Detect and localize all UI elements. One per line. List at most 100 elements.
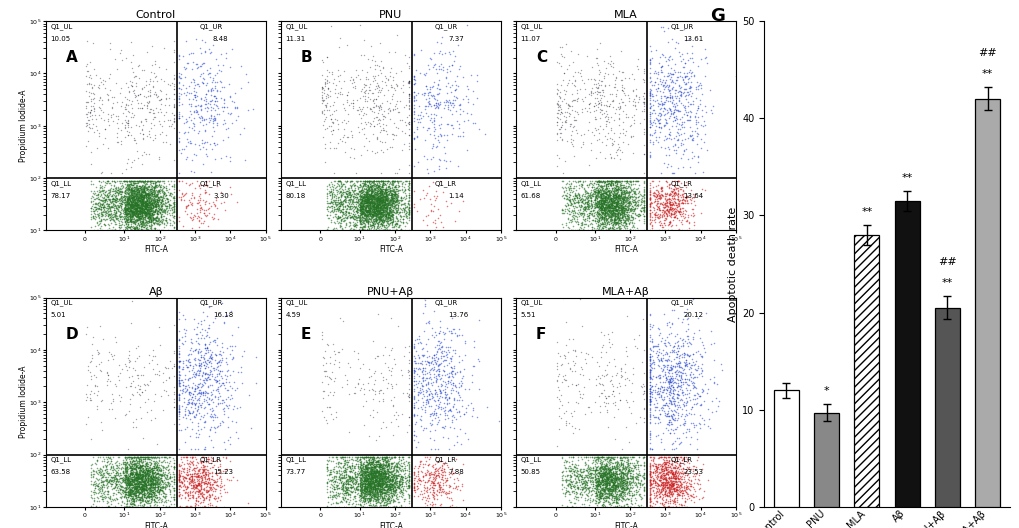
Point bbox=[636, 65, 652, 73]
Point bbox=[636, 185, 652, 194]
Point bbox=[437, 392, 453, 401]
Point bbox=[589, 479, 605, 488]
Point bbox=[175, 398, 192, 406]
Point bbox=[572, 202, 588, 211]
Point bbox=[165, 37, 181, 45]
Point bbox=[111, 361, 127, 370]
Point bbox=[587, 210, 603, 218]
Point bbox=[641, 374, 657, 382]
Point bbox=[371, 477, 387, 486]
Point bbox=[356, 465, 372, 474]
Point bbox=[141, 212, 157, 221]
Point bbox=[390, 453, 407, 461]
Point bbox=[370, 207, 386, 215]
Point bbox=[654, 474, 671, 483]
Point bbox=[603, 204, 620, 212]
Point bbox=[139, 480, 155, 489]
Point bbox=[606, 180, 623, 188]
Point bbox=[601, 99, 618, 108]
Point bbox=[610, 114, 627, 122]
Point bbox=[590, 491, 606, 499]
Point bbox=[677, 206, 693, 214]
Point bbox=[606, 467, 623, 475]
Point bbox=[432, 345, 448, 353]
Point bbox=[665, 486, 682, 494]
Point bbox=[589, 176, 605, 185]
Point bbox=[377, 187, 393, 196]
Point bbox=[359, 188, 375, 197]
Point bbox=[209, 86, 225, 94]
Point bbox=[133, 485, 150, 493]
Point bbox=[139, 200, 155, 209]
Point bbox=[316, 110, 332, 118]
Point bbox=[588, 188, 604, 196]
Point bbox=[658, 491, 675, 499]
Point bbox=[669, 347, 686, 355]
Point bbox=[666, 465, 683, 474]
Point bbox=[147, 214, 163, 223]
Point bbox=[597, 196, 613, 204]
Point bbox=[619, 455, 635, 464]
Point bbox=[120, 493, 137, 502]
Point bbox=[143, 202, 159, 211]
Point bbox=[353, 489, 369, 498]
Point bbox=[414, 367, 430, 376]
Point bbox=[84, 340, 100, 348]
Point bbox=[389, 422, 406, 431]
Point bbox=[427, 143, 443, 151]
Point bbox=[656, 131, 673, 140]
Point bbox=[583, 468, 599, 477]
Point bbox=[173, 188, 190, 197]
Point bbox=[573, 195, 589, 203]
Point bbox=[565, 361, 581, 369]
Point bbox=[126, 487, 143, 495]
Point bbox=[133, 222, 150, 230]
Point bbox=[551, 115, 568, 124]
Point bbox=[653, 499, 669, 507]
Point bbox=[664, 468, 681, 476]
Point bbox=[125, 493, 142, 502]
Point bbox=[566, 467, 582, 475]
Point bbox=[125, 191, 142, 200]
Point bbox=[124, 191, 141, 199]
Point bbox=[357, 192, 373, 200]
Point bbox=[578, 473, 594, 481]
Point bbox=[362, 489, 378, 497]
Point bbox=[190, 371, 206, 379]
Point bbox=[590, 477, 606, 486]
Point bbox=[123, 218, 140, 226]
Point bbox=[174, 375, 191, 384]
Point bbox=[423, 357, 439, 365]
Point bbox=[668, 470, 685, 479]
Point bbox=[363, 214, 379, 223]
Text: G: G bbox=[709, 6, 725, 24]
Point bbox=[391, 211, 408, 220]
Point bbox=[658, 503, 675, 511]
Point bbox=[596, 468, 612, 476]
Point bbox=[560, 193, 577, 201]
Point bbox=[660, 497, 677, 505]
Point bbox=[118, 474, 135, 482]
Point bbox=[644, 393, 660, 402]
Point bbox=[119, 458, 136, 466]
Point bbox=[88, 203, 104, 211]
Point bbox=[175, 476, 192, 484]
Point bbox=[202, 477, 218, 486]
Point bbox=[381, 186, 397, 195]
Point bbox=[116, 195, 132, 203]
Point bbox=[338, 118, 355, 127]
Point bbox=[672, 83, 688, 92]
Point bbox=[149, 440, 165, 448]
Point bbox=[587, 196, 603, 205]
Point bbox=[642, 47, 658, 55]
Point bbox=[606, 502, 623, 510]
Point bbox=[124, 492, 141, 501]
Point bbox=[100, 202, 116, 210]
Point bbox=[171, 169, 187, 177]
Point bbox=[377, 472, 393, 480]
Point bbox=[673, 475, 689, 484]
Point bbox=[688, 116, 704, 124]
Point bbox=[367, 183, 383, 191]
Point bbox=[362, 200, 378, 209]
Point bbox=[427, 350, 443, 358]
